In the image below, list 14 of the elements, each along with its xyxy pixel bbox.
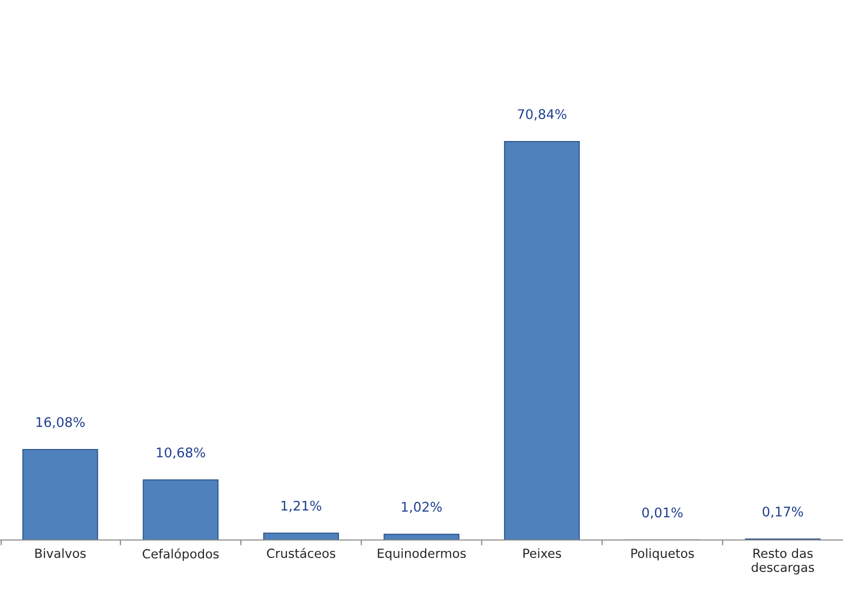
x-tick-label: Equinodermos <box>378 548 466 560</box>
x-tick-label: Cefalópodos <box>142 548 219 561</box>
data-label: 0,01% <box>642 507 683 519</box>
data-label: 0,17% <box>762 506 804 518</box>
x-tick-label: Bivalvos <box>35 548 86 558</box>
data-label: 10,68% <box>156 447 206 459</box>
x-tick-label: Resto das descargas <box>752 548 814 574</box>
data-label: 70,84% <box>518 109 566 120</box>
data-label: 16,08% <box>36 417 85 428</box>
data-label: 1,02% <box>402 502 442 514</box>
x-tick-label: Poliquetos <box>631 548 694 560</box>
x-tick-label: Crustáceos <box>266 548 336 558</box>
x-tick-label: Peixes <box>523 548 562 558</box>
data-label: 1,21% <box>282 500 322 512</box>
